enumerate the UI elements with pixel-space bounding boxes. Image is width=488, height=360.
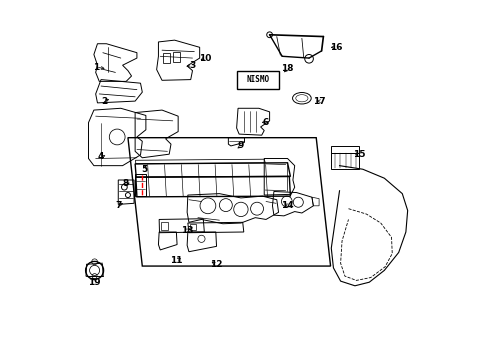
Text: 6: 6 bbox=[263, 118, 268, 127]
Text: 15: 15 bbox=[352, 150, 365, 159]
Bar bbox=[190, 224, 196, 230]
Text: 19: 19 bbox=[87, 278, 100, 287]
Text: NISMO: NISMO bbox=[246, 76, 269, 85]
Bar bbox=[163, 53, 169, 63]
Text: 1: 1 bbox=[92, 63, 99, 72]
Text: 10: 10 bbox=[199, 54, 211, 63]
Text: 8: 8 bbox=[122, 179, 128, 188]
Text: 9: 9 bbox=[237, 141, 244, 150]
Text: 18: 18 bbox=[281, 64, 293, 73]
Text: 2: 2 bbox=[102, 96, 107, 105]
Text: 14: 14 bbox=[281, 201, 293, 210]
Text: 11: 11 bbox=[170, 256, 182, 265]
Bar bbox=[161, 222, 167, 230]
Text: 16: 16 bbox=[329, 43, 342, 52]
Text: 7: 7 bbox=[115, 201, 121, 210]
Text: 5: 5 bbox=[141, 165, 147, 174]
Text: 13: 13 bbox=[181, 226, 193, 235]
Text: 17: 17 bbox=[313, 96, 325, 105]
Text: 4: 4 bbox=[98, 152, 104, 161]
Bar bbox=[172, 51, 180, 62]
Text: 3: 3 bbox=[189, 61, 195, 70]
Text: 12: 12 bbox=[209, 260, 222, 269]
